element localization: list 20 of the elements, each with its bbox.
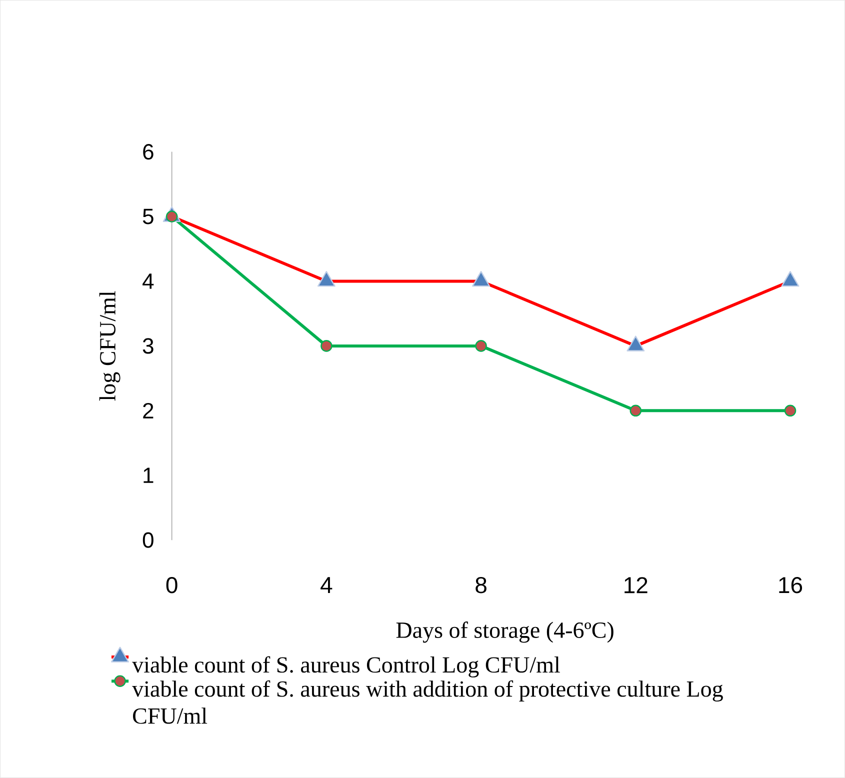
- legend-label: viable count of S. aureus Control Log CFU/ml: [132, 656, 560, 678]
- x-tick-label: 8: [476, 576, 486, 594]
- point: [320, 340, 332, 352]
- y-tick-label: 5: [142, 208, 154, 224]
- x-tick-label: 0: [166, 576, 178, 594]
- y-tick-label: 3: [142, 338, 154, 354]
- x-tick-label: 16: [779, 576, 802, 594]
- x-tick-label: 12: [624, 577, 648, 594]
- point: [630, 404, 642, 417]
- y-axis-title: log CFU/ml: [99, 291, 120, 401]
- point: [475, 340, 487, 352]
- y-tick-label: 0: [142, 532, 154, 548]
- legend-label: viable count of S. aureus with addition of protective culture Log CFU/ml: [132, 680, 723, 724]
- y-tick-label: 4: [142, 274, 154, 289]
- y-tick-label: 2: [143, 402, 154, 418]
- y-tick-label: 6: [143, 144, 154, 160]
- y-tick-label: 1: [144, 468, 154, 483]
- point: [784, 404, 796, 417]
- x-axis-title: Days of storage (4-6ºC): [396, 622, 614, 643]
- x-tick-label: 4: [320, 577, 332, 594]
